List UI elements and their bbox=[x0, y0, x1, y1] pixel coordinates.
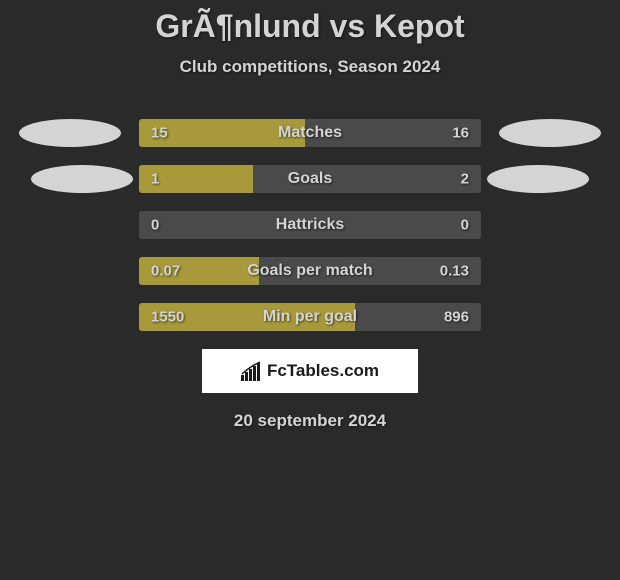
stats-container: 15 Matches 16 1 Goals 2 0 Hattricks 0 0.07 Goals p… bbox=[0, 119, 620, 331]
page-title: GrÃ¶nlund vs Kepot bbox=[0, 8, 620, 45]
stat-row: 1 Goals 2 bbox=[0, 165, 620, 193]
stat-row: 0.07 Goals per match 0.13 bbox=[0, 257, 620, 285]
stat-left-value: 1 bbox=[151, 171, 159, 188]
stat-bar: 15 Matches 16 bbox=[139, 119, 481, 147]
bars-icon bbox=[241, 361, 263, 381]
stat-label: Matches bbox=[278, 124, 342, 142]
stat-right-value: 0.13 bbox=[440, 263, 469, 280]
stat-left-value: 1550 bbox=[151, 309, 184, 326]
stat-left-value: 15 bbox=[151, 125, 168, 142]
stat-right-value: 896 bbox=[444, 309, 469, 326]
player-left-ellipse bbox=[19, 119, 121, 147]
stat-right-value: 16 bbox=[452, 125, 469, 142]
logo-text: FcTables.com bbox=[267, 361, 379, 381]
page-subtitle: Club competitions, Season 2024 bbox=[0, 57, 620, 77]
stat-right-value: 2 bbox=[461, 171, 469, 188]
logo: FcTables.com bbox=[241, 361, 379, 381]
player-right-ellipse bbox=[487, 165, 589, 193]
stat-label: Goals bbox=[288, 170, 332, 188]
stat-row: 0 Hattricks 0 bbox=[0, 211, 620, 239]
stat-label: Min per goal bbox=[263, 308, 357, 326]
stat-left-value: 0 bbox=[151, 217, 159, 234]
stat-row: 15 Matches 16 bbox=[0, 119, 620, 147]
stat-right-value: 0 bbox=[461, 217, 469, 234]
stat-bar: 1550 Min per goal 896 bbox=[139, 303, 481, 331]
stat-label: Hattricks bbox=[276, 216, 344, 234]
stat-bar: 0.07 Goals per match 0.13 bbox=[139, 257, 481, 285]
logo-box: FcTables.com bbox=[202, 349, 418, 393]
stat-label: Goals per match bbox=[247, 262, 372, 280]
comparison-infographic: GrÃ¶nlund vs Kepot Club competitions, Se… bbox=[0, 0, 620, 431]
player-left-ellipse bbox=[31, 165, 133, 193]
stat-left-value: 0.07 bbox=[151, 263, 180, 280]
stat-bar: 1 Goals 2 bbox=[139, 165, 481, 193]
date-text: 20 september 2024 bbox=[0, 411, 620, 431]
stat-bar: 0 Hattricks 0 bbox=[139, 211, 481, 239]
player-right-ellipse bbox=[499, 119, 601, 147]
stat-row: 1550 Min per goal 896 bbox=[0, 303, 620, 331]
